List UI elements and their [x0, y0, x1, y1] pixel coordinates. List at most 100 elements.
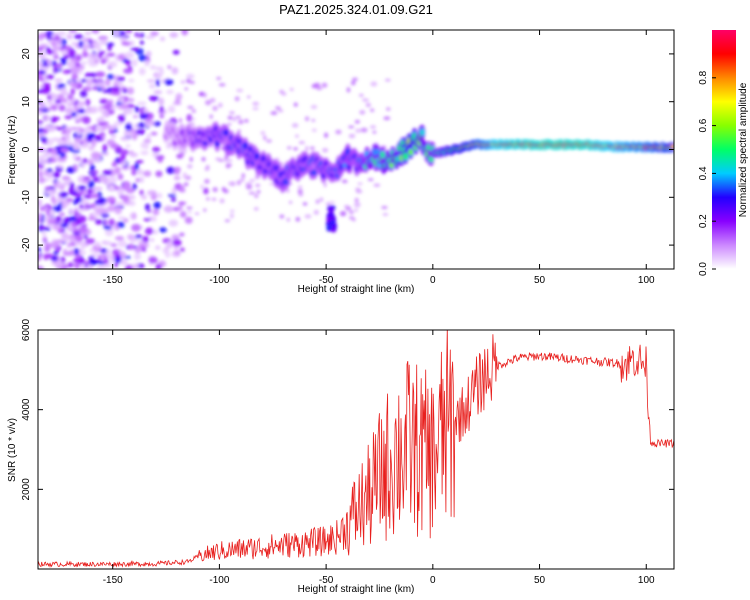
spectrogram-cell — [114, 166, 121, 174]
spectrogram-cell — [367, 178, 374, 182]
spectrogram-cell — [119, 37, 128, 42]
spectrogram-cell — [106, 99, 114, 104]
spectrogram-cell — [134, 162, 139, 171]
snr-ylabel: SNR (10 * v/v) — [7, 418, 18, 482]
spectrogram-cell — [73, 34, 84, 40]
spectrogram-cell — [46, 46, 51, 51]
spectrogram-cell — [64, 115, 73, 120]
spectrogram-cell — [100, 207, 110, 214]
colorbar-ticks: 0.0 0.2 0.4 0.6 0.8 — [698, 70, 716, 276]
spectrogram-cell — [62, 69, 71, 75]
spectrogram-cell — [54, 99, 62, 104]
x-tick-label: -150 — [103, 575, 123, 586]
spectrogram-cell — [102, 240, 113, 246]
spectrogram-cell — [304, 214, 312, 219]
spectrogram-cell — [187, 210, 192, 214]
spectrogram-cell — [311, 119, 316, 122]
colorbar-bar — [712, 30, 736, 269]
spectrogram-cell — [110, 134, 117, 139]
spectrogram-cell — [189, 156, 193, 162]
spectrogram-cell — [61, 38, 67, 45]
spectrogram-cell — [268, 182, 275, 186]
spectrogram-cell — [146, 133, 152, 140]
spectrogram-cell — [117, 240, 128, 248]
spectrogram-cell — [58, 104, 66, 112]
spectrogram-cell — [165, 143, 172, 149]
spectrogram-cell — [148, 83, 156, 89]
spectrogram-cell — [51, 200, 58, 204]
spectrogram-cell — [80, 242, 86, 250]
spectrogram-cell — [383, 116, 391, 121]
spectrogram-cell — [123, 68, 133, 74]
spectrogram-cell — [254, 193, 259, 199]
spectrogram-cell — [137, 101, 147, 106]
spectrogram-cell — [86, 38, 93, 42]
spectrogram-cell — [114, 253, 121, 259]
spectrogram-cell — [252, 101, 260, 106]
spectrogram-cell — [153, 201, 161, 210]
spectrogram-cell — [38, 46, 44, 52]
spectrogram-cell — [104, 78, 111, 87]
spectrogram-cell — [38, 213, 43, 221]
spectrogram-cell — [354, 119, 360, 124]
y-tick-label: 6000 — [21, 318, 32, 341]
spectrogram-cell — [140, 142, 147, 149]
spectrogram-cell — [38, 247, 42, 252]
spectrogram-cell — [108, 184, 115, 192]
spectrogram-cell — [211, 197, 217, 201]
spectrogram-cell — [95, 219, 103, 225]
spectrogram-cell — [311, 128, 317, 132]
spectrogram-cell — [359, 110, 366, 115]
spectrogram-cell — [157, 157, 163, 163]
spectrogram-cell — [60, 232, 69, 238]
spectrogram-cell — [125, 144, 131, 148]
spectrogram-cell — [125, 123, 132, 131]
spectrogram-cell — [254, 152, 260, 160]
spectrogram-cell — [123, 129, 134, 138]
spectrogram-cell — [87, 107, 97, 114]
spectrogram-cell — [117, 173, 124, 181]
spectrogram-cell — [63, 251, 73, 256]
spectrogram-cell — [245, 185, 253, 190]
spectrogram-cell — [167, 65, 172, 70]
spectrogram-cell — [99, 174, 108, 183]
spectrogram-cell — [77, 185, 87, 191]
spectrogram-cell — [150, 238, 155, 242]
spectrogram-cell — [52, 171, 61, 178]
spectrogram-cell — [93, 30, 99, 35]
spectrogram-cell — [124, 108, 134, 115]
x-tick-label: 0 — [430, 275, 436, 286]
spectrogram-cell — [117, 54, 124, 60]
spectrogram-cell — [96, 264, 105, 269]
spectrogram-cell — [263, 135, 267, 141]
spectrogram-cell — [189, 80, 195, 85]
spectrogram-cell — [70, 111, 77, 117]
spectrogram-cell — [127, 65, 133, 70]
spectrogram-cell — [322, 147, 329, 153]
spectrogram-cell — [255, 183, 261, 188]
spectrogram-cell — [171, 234, 180, 241]
x-tick-label: 0 — [430, 575, 436, 586]
spectrogram-cell — [148, 95, 159, 102]
spectrogram-cell — [54, 78, 63, 82]
spectrogram-cell — [144, 59, 150, 67]
spectrogram-cell — [205, 99, 212, 106]
spectrogram-cell — [183, 182, 189, 187]
spectrogram-cell — [82, 43, 87, 48]
spectrogram-cell — [82, 116, 91, 124]
spectrogram-cell — [82, 158, 88, 164]
spectrogram-cell — [85, 238, 96, 244]
spectrogram-cell — [266, 139, 273, 143]
spectrogram-cell — [73, 247, 79, 255]
spectrogram-cell — [132, 115, 139, 119]
spectrogram-cell — [81, 197, 87, 202]
spectrogram-cell — [76, 109, 86, 114]
spectrogram-cell — [382, 213, 389, 216]
spectrogram-cell — [117, 216, 126, 220]
spectrogram-cell — [38, 164, 44, 169]
spectrogram-cell — [79, 250, 87, 255]
spectrogram-cell — [139, 176, 145, 183]
spectrogram-cell — [330, 215, 336, 221]
